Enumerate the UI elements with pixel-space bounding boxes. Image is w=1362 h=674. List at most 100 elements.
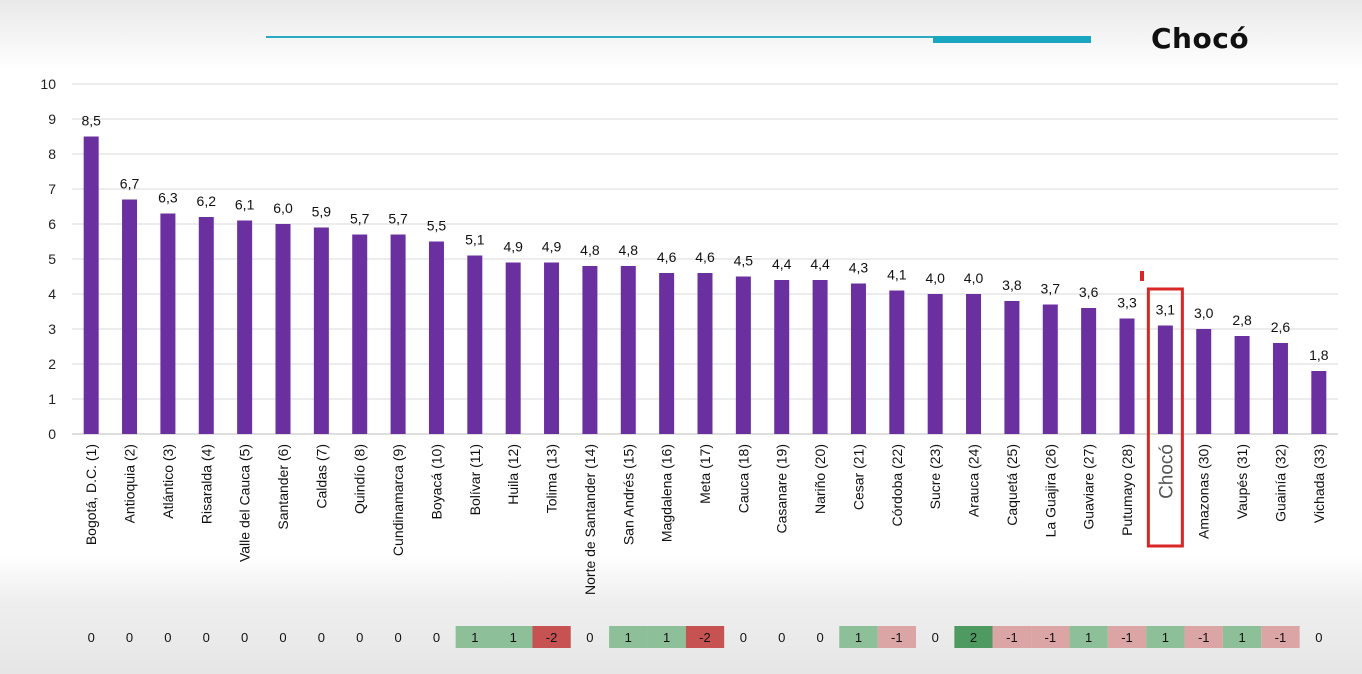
bar: [774, 280, 790, 434]
category-label: Cesar (21): [850, 444, 866, 510]
bar: [966, 294, 982, 434]
y-tick-label: 0: [48, 426, 56, 442]
rank-change-value: -1: [1198, 630, 1210, 645]
bar: [237, 220, 253, 434]
rank-change-row: 0 0 0 0 0 0 0 0 0 0 1 1 -2 0 1 1 -2 0 0 0 1 -1 0 2 -1 -1 1 -1 1 -1 1 -1…: [88, 626, 1322, 648]
bar: [1311, 371, 1327, 434]
bar: [697, 273, 713, 434]
category-label: Huila (12): [505, 444, 521, 505]
bar: [1272, 343, 1288, 434]
rank-change-cell: [1222, 626, 1262, 648]
bar: [659, 273, 675, 434]
bar: [1196, 329, 1212, 434]
category-label: Valle del Cauca (5): [237, 444, 253, 562]
highlight-box: [1146, 287, 1184, 548]
rank-change-cell: [1031, 626, 1070, 648]
bar: [812, 280, 828, 434]
category-label: Casanare (19): [774, 444, 790, 534]
category-labels: Bogotá, D.C. (1) Antioquia (2) Atlántico (…: [83, 444, 1327, 595]
data-label: 5,7: [350, 211, 370, 227]
data-label: 3,0: [1194, 305, 1214, 321]
rank-change-value: 0: [241, 630, 248, 645]
category-label: Tolima (13): [544, 444, 560, 513]
data-label: 6,0: [273, 200, 293, 216]
category-label: Norte de Santander (14): [582, 444, 598, 595]
y-tick-label: 7: [48, 181, 56, 197]
bar: [1081, 308, 1097, 434]
rank-change-value: 1: [471, 630, 478, 645]
category-label: Meta (17): [697, 444, 713, 504]
y-tick-label: 5: [48, 251, 56, 267]
data-labels: 8,5 6,7 6,3 6,2 6,1 6,0 5,9 5,7 5,7 5,5 5,1 4,9 4,9 4…: [81, 113, 1328, 364]
bar: [1157, 325, 1173, 434]
rank-change-value: 1: [1162, 630, 1169, 645]
data-label: 4,8: [580, 242, 600, 258]
data-label: 4,4: [810, 256, 830, 272]
category-label: Boyacá (10): [428, 444, 444, 519]
data-label: 3,7: [1041, 281, 1061, 297]
bar: [313, 227, 329, 434]
category-label: Guaviare (27): [1081, 444, 1097, 530]
bar: [428, 241, 444, 434]
category-label: Antioquia (2): [122, 444, 138, 523]
bar: [352, 234, 368, 434]
y-tick-label: 4: [48, 286, 56, 302]
rank-change-cell: [1107, 626, 1147, 648]
bar: [889, 290, 905, 434]
bar: [1004, 301, 1020, 434]
bar: [1119, 318, 1135, 434]
y-axis-ticks: 0 1 2 3 4 5 6 7 8 9 10: [40, 76, 56, 442]
rank-change-value: 0: [586, 630, 593, 645]
category-label: Bolívar (11): [467, 444, 483, 515]
category-label: La Guajira (26): [1042, 444, 1058, 537]
rank-change-value: 0: [394, 630, 401, 645]
rank-change-value: 0: [433, 630, 440, 645]
category-label: Arauca (24): [966, 444, 982, 517]
category-label: Amazonas (30): [1196, 444, 1212, 539]
rank-change-value: 1: [663, 630, 670, 645]
header: Chocó: [0, 0, 1362, 70]
data-label: 3,1: [1156, 302, 1176, 318]
category-label: Nariño (20): [812, 444, 828, 514]
data-label: 4,6: [657, 249, 677, 265]
y-tick-label: 2: [48, 356, 56, 372]
data-label: 5,9: [312, 204, 332, 220]
data-label: 2,8: [1232, 312, 1252, 328]
category-label: Magdalena (16): [659, 444, 675, 542]
header-accent-line: [266, 36, 934, 38]
category-label: Vichada (33): [1311, 444, 1327, 523]
rank-change-value: 0: [318, 630, 325, 645]
category-label: Guainía (32): [1272, 444, 1288, 522]
category-label: Cauca (18): [735, 444, 751, 513]
data-label: 2,6: [1271, 319, 1291, 335]
data-label: 4,3: [849, 260, 869, 276]
rank-change-value: 0: [203, 630, 210, 645]
rank-change-value: -1: [891, 630, 903, 645]
data-label: 4,0: [925, 270, 945, 286]
rank-change-cell: [1146, 626, 1185, 648]
rank-change-value: -1: [1006, 630, 1018, 645]
data-label: 5,1: [465, 232, 485, 248]
rank-change-value: 1: [625, 630, 632, 645]
rank-change-value: 0: [1315, 630, 1322, 645]
data-label: 4,1: [887, 267, 907, 283]
rank-change-value: 0: [88, 630, 95, 645]
rank-change-value: 0: [356, 630, 363, 645]
data-label: 3,3: [1117, 295, 1137, 311]
bar: [275, 224, 291, 434]
rank-change-cell: [494, 626, 533, 648]
rank-change-cell: [647, 626, 686, 648]
bar: [122, 199, 138, 434]
highlight: [1140, 271, 1184, 548]
bar: [505, 262, 521, 434]
rank-change-cell: [455, 626, 494, 648]
data-label: 8,5: [81, 113, 101, 129]
data-label: 6,2: [197, 193, 217, 209]
category-label: Córdoba (22): [889, 444, 905, 527]
data-label: 5,5: [427, 218, 447, 234]
bar: [1042, 304, 1058, 434]
rank-change-value: -1: [1121, 630, 1133, 645]
data-label: 6,7: [120, 176, 140, 192]
bars: [83, 136, 1327, 434]
data-label: 6,1: [235, 197, 255, 213]
